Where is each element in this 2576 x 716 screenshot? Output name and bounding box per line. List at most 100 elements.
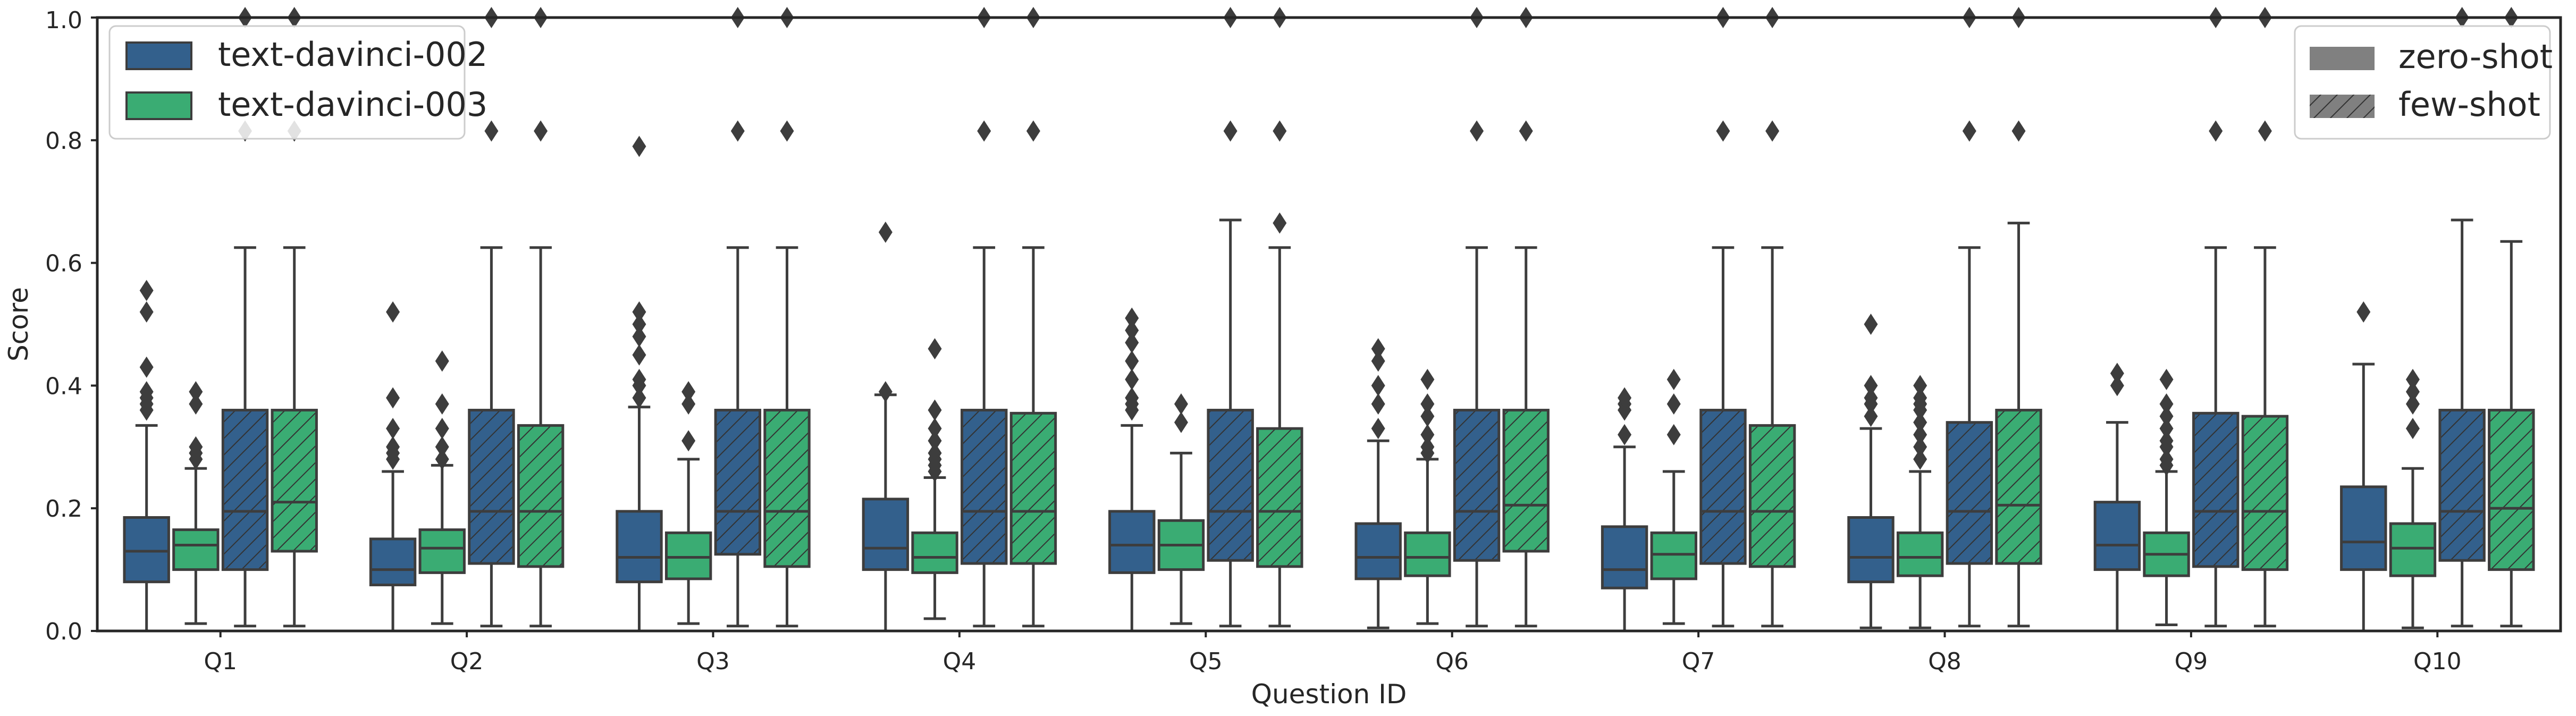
outlier-point [1765, 120, 1780, 142]
box-body [617, 511, 662, 582]
box-outline [1896, 531, 1944, 577]
box-q9-text-davinci-003-few-shot [2241, 7, 2289, 628]
box-q3-text-davinci-002-zero-shot [616, 136, 663, 633]
outlier-point [386, 387, 400, 409]
box-q4-text-davinci-002-zero-shot [862, 221, 910, 633]
box-outline [221, 409, 269, 571]
outlier-point [435, 393, 449, 415]
outlier-point [435, 448, 449, 470]
outlier-point [1371, 338, 1385, 360]
box-hatch [469, 410, 514, 564]
box-q5-text-davinci-003-zero-shot [1157, 393, 1205, 625]
box-outline [517, 424, 565, 568]
legend-label-text-davinci-003: text-davinci-003 [218, 85, 487, 124]
legend-swatch-zero-shot [2310, 47, 2375, 70]
outlier-point [2159, 418, 2174, 440]
box-hatch [2243, 416, 2287, 570]
outlier-point [139, 381, 154, 402]
outlier-point [1913, 411, 1927, 433]
outlier-point [1666, 424, 1681, 445]
box-q5-text-davinci-002-few-shot [1207, 7, 1254, 628]
box-outline [123, 516, 170, 584]
box-hatch [2489, 410, 2534, 570]
box-q10-text-davinci-003-zero-shot [2389, 368, 2437, 629]
axes: 0.0 0.2 0.4 0.6 0.8 1.0 Q1 Q2 Q3 Q4 Q5 Q6 Q7 Q8 Q9 Q10 Q… [3, 7, 2562, 710]
outlier-point [1962, 120, 1976, 142]
legend-swatch-hatch-few-shot [2310, 95, 2375, 118]
box-hatch [1257, 428, 1302, 567]
outlier-point [2159, 393, 2174, 415]
x-tick-label: Q7 [1682, 648, 1715, 675]
legend-label-zero-shot: zero-shot [2398, 37, 2553, 76]
legend-models: text-davinci-002 text-davinci-003 [108, 25, 487, 140]
outlier-point [1420, 406, 1435, 427]
box-outline [418, 528, 466, 574]
legend-setting: zero-shot few-shot [2294, 25, 2553, 140]
outlier-point [1864, 375, 1878, 397]
outlier-point [780, 120, 794, 142]
outlier-point [1125, 368, 1139, 390]
box-q2-text-davinci-002-few-shot [468, 7, 515, 628]
box-hatch [2439, 410, 2485, 561]
box-body [173, 529, 218, 570]
outlier-point [878, 381, 893, 402]
box-q8-text-davinci-002-few-shot [1946, 7, 1993, 628]
outlier-point [1273, 120, 1287, 142]
outlier-point [977, 120, 991, 142]
box-q2-text-davinci-003-few-shot [517, 7, 565, 628]
box-outline [1108, 510, 1156, 574]
outlier-point [1125, 307, 1139, 329]
box-q9-text-davinci-003-zero-shot [2143, 368, 2190, 626]
outlier-point [1913, 387, 1927, 409]
outlier-point [681, 430, 696, 452]
box-outline [2241, 415, 2289, 571]
outlier-point [435, 436, 449, 458]
box-q3-text-davinci-002-few-shot [714, 7, 762, 628]
box-outline [911, 531, 958, 574]
legend-swatch-text-davinci-003 [125, 91, 192, 120]
outlier-point [632, 344, 646, 366]
box-body [912, 533, 957, 573]
outlier-point [2110, 375, 2124, 397]
box-outline [1748, 424, 1796, 568]
box-hatch [272, 410, 317, 551]
x-tick-label: Q10 [2413, 648, 2462, 675]
outlier-point [632, 326, 646, 348]
box-outline [172, 528, 220, 571]
box-q1-text-davinci-003-zero-shot [172, 381, 220, 625]
box-outline [1847, 516, 1895, 584]
outlier-point [386, 418, 400, 440]
outlier-point [1913, 448, 1927, 470]
box-q8-text-davinci-003-few-shot [1995, 7, 2042, 628]
box-q7-text-davinci-003-zero-shot [1650, 368, 1697, 625]
y-tick-label: 0.4 [45, 373, 82, 400]
box-outline [714, 409, 762, 556]
box-body [1602, 526, 1647, 588]
x-tick-label: Q6 [1435, 648, 1469, 675]
outlier-point [189, 381, 203, 402]
legend-swatch-text-davinci-002 [125, 41, 192, 70]
box-hatch [223, 410, 267, 570]
box-outline [1946, 421, 1993, 565]
box-outline [1207, 409, 1254, 562]
outlier-point [1371, 393, 1385, 415]
x-tick-label: Q9 [2175, 648, 2208, 675]
outlier-point [1125, 350, 1139, 372]
outlier-point [1913, 424, 1927, 445]
outlier-point [2405, 381, 2420, 402]
box-outline [1256, 427, 1303, 568]
outlier-point [1125, 332, 1139, 353]
series-text-davinci-003-few-shot [271, 7, 2535, 628]
box-hatch [764, 410, 810, 567]
box-hatch [1011, 413, 1056, 564]
outlier-point [1470, 120, 1484, 142]
outlier-point [1420, 436, 1435, 458]
box-hatch [962, 410, 1006, 564]
box-q7-text-davinci-002-few-shot [1699, 7, 1747, 628]
box-hatch [518, 425, 563, 567]
box-q6-text-davinci-002-few-shot [1453, 7, 1501, 628]
box-q2-text-davinci-002-zero-shot [369, 301, 417, 633]
outlier-point [2159, 448, 2174, 470]
outlier-point [435, 350, 449, 372]
